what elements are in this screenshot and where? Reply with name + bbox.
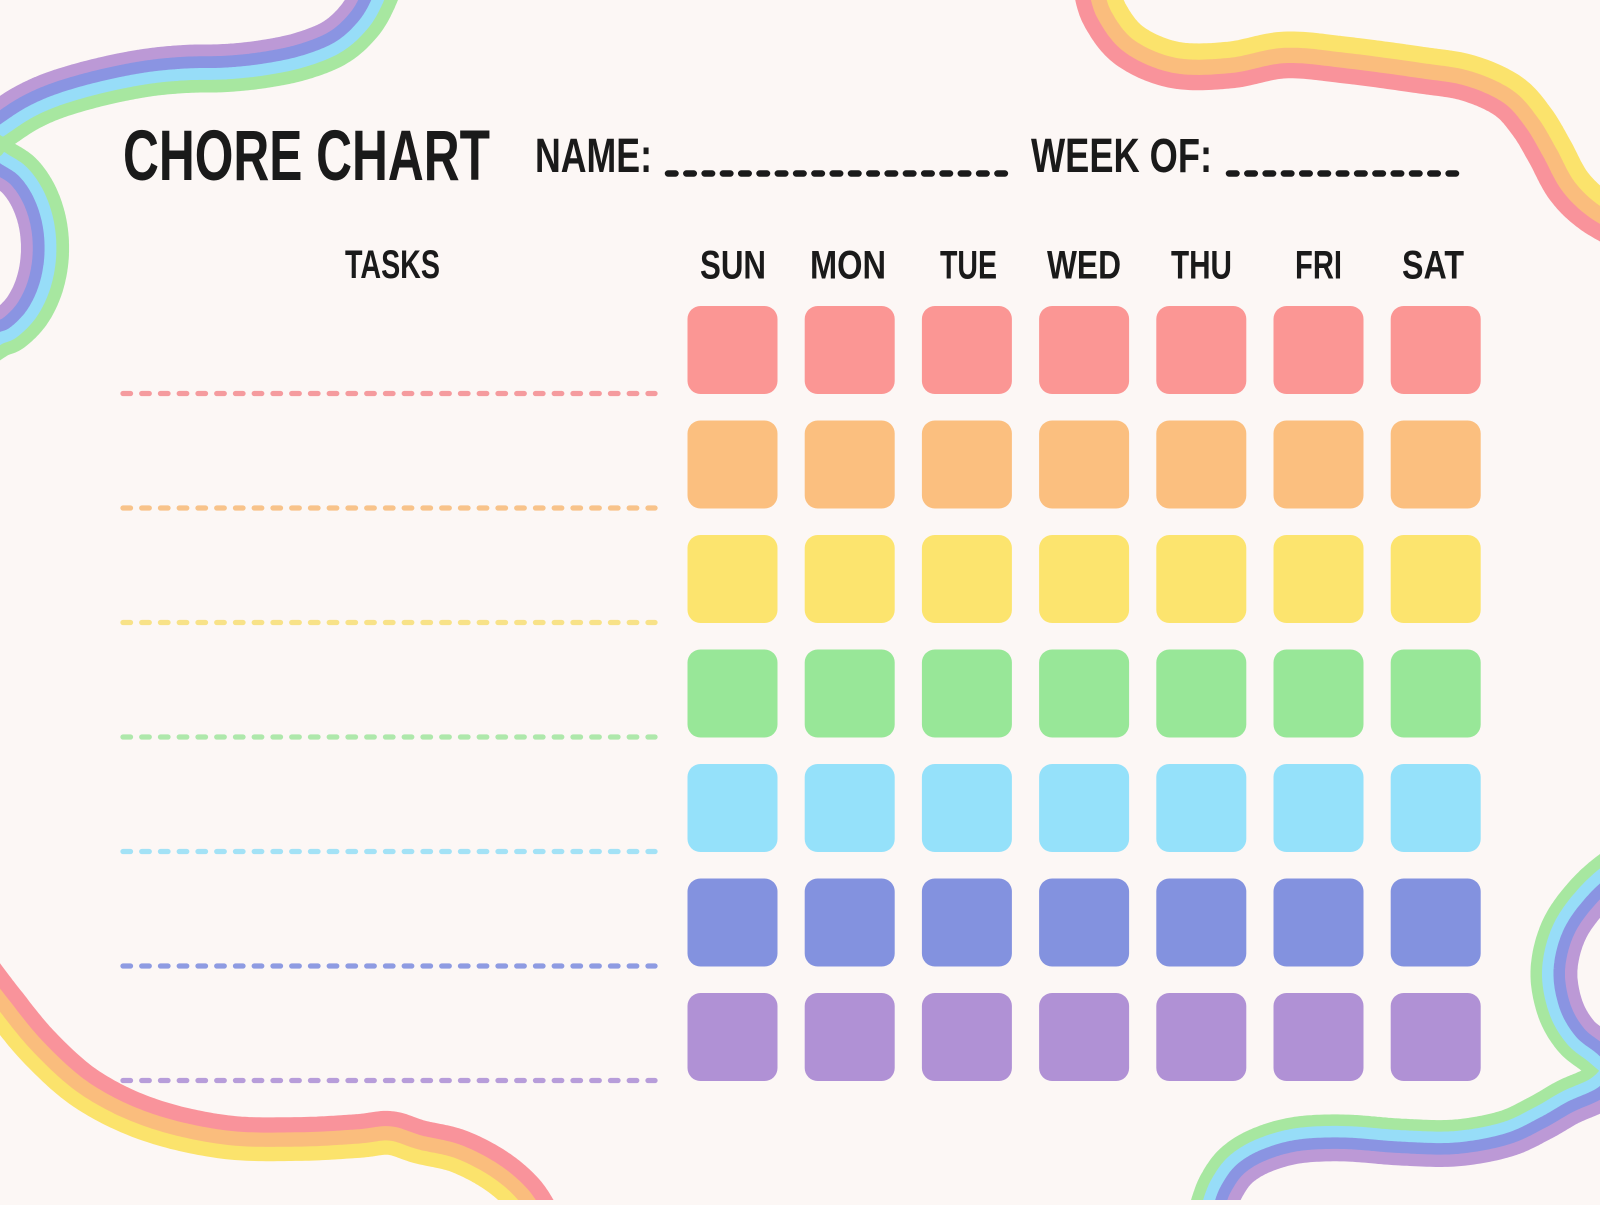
svg-text:WED: WED	[1047, 244, 1121, 288]
svg-text:TASKS: TASKS	[345, 243, 440, 287]
svg-text:FRI: FRI	[1295, 244, 1342, 288]
svg-text:WEEK OF:: WEEK OF:	[1031, 130, 1212, 183]
svg-text:SAT: SAT	[1402, 244, 1464, 288]
svg-text:CHORE CHART: CHORE CHART	[123, 117, 490, 196]
svg-text:MON: MON	[810, 244, 886, 288]
svg-text:THU: THU	[1171, 244, 1232, 288]
svg-text:NAME:: NAME:	[535, 130, 652, 183]
svg-text:SUN: SUN	[700, 244, 766, 288]
svg-text:TUE: TUE	[940, 244, 997, 288]
